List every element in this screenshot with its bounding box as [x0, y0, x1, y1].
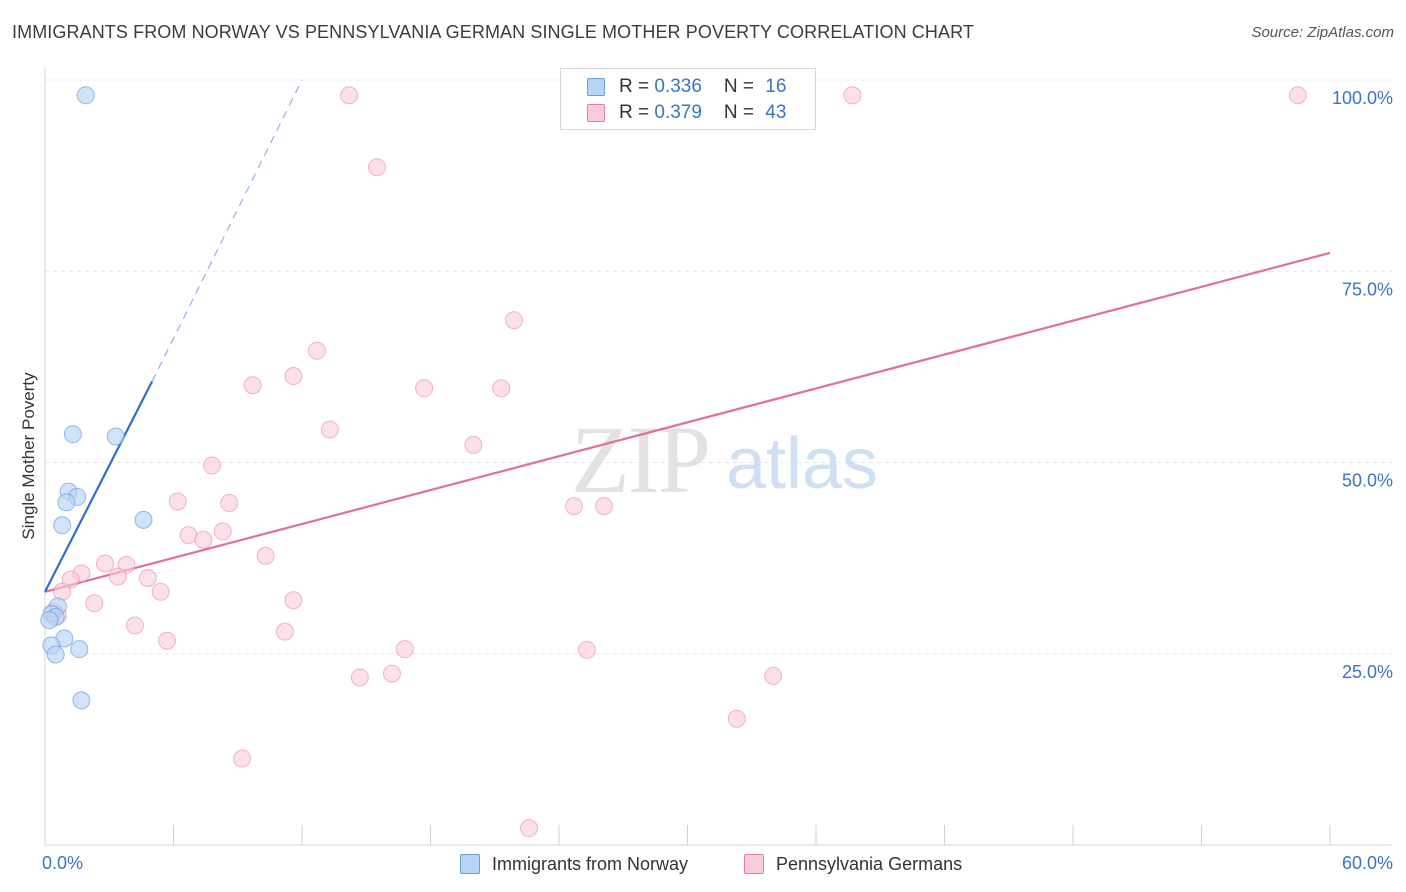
data-point-norway: [53, 516, 72, 535]
data-point-pennsylvania: [220, 494, 239, 513]
legend-r-value: 0.336: [654, 76, 702, 97]
trend-line-norway: [44, 380, 154, 593]
data-point-pennsylvania: [520, 819, 539, 838]
y-tick-label: 100.0%: [1332, 88, 1393, 108]
bottom-legend-label-pennsylvania: Pennsylvania Germans: [776, 854, 963, 874]
data-point-norway: [70, 640, 89, 659]
data-point-norway: [106, 427, 125, 446]
data-point-norway: [134, 510, 153, 529]
y-axis-label: Single Mother Poverty: [19, 372, 38, 540]
x-tick-label: 0.0%: [42, 853, 83, 873]
trend-line-pennsylvania: [44, 251, 1331, 593]
data-point-pennsylvania: [395, 640, 414, 659]
data-point-pennsylvania: [233, 749, 252, 768]
data-point-pennsylvania: [138, 569, 157, 588]
data-point-pennsylvania: [256, 546, 275, 565]
data-point-norway: [72, 691, 91, 710]
watermark-zip: ZIP: [571, 406, 709, 513]
watermark: ZIP atlas: [571, 406, 878, 513]
trend-line-norway-extension: [151, 79, 303, 382]
legend-n-label: N =: [723, 76, 760, 97]
data-point-pennsylvania: [340, 86, 359, 105]
data-point-pennsylvania: [505, 311, 524, 330]
legend-swatch-norway: [587, 78, 605, 96]
grid-lines: [45, 79, 1392, 655]
tick-labels: 100.0% 75.0% 50.0% 25.0% 0.0% 60.0%: [42, 88, 1393, 873]
legend-n-label: N =: [723, 102, 760, 123]
y-tick-label: 75.0%: [1342, 279, 1393, 299]
data-point-pennsylvania: [275, 622, 294, 641]
data-point-pennsylvania: [203, 456, 222, 475]
data-point-pennsylvania: [243, 376, 262, 395]
x-tick-label: 60.0%: [1342, 853, 1393, 873]
stats-legend: R = 0.336 N = 16 R = 0.379 N = 43: [560, 68, 816, 130]
data-point-pennsylvania: [194, 530, 213, 549]
data-point-norway: [76, 86, 95, 105]
data-point-pennsylvania: [284, 591, 303, 610]
data-point-norway: [63, 425, 82, 444]
data-point-norway: [40, 611, 59, 630]
watermark-atlas: atlas: [726, 424, 878, 504]
axes: [44, 68, 1392, 846]
data-point-pennsylvania: [61, 570, 80, 589]
data-point-pennsylvania: [158, 631, 177, 650]
data-point-pennsylvania: [95, 554, 114, 573]
data-point-pennsylvania: [179, 526, 198, 545]
data-point-pennsylvania: [1288, 86, 1307, 105]
data-point-pennsylvania: [564, 497, 583, 516]
y-tick-label: 50.0%: [1342, 471, 1393, 491]
data-point-pennsylvania: [464, 435, 483, 454]
data-point-pennsylvania: [764, 666, 783, 685]
data-point-pennsylvania: [125, 616, 144, 635]
legend-n-value: 43: [765, 102, 787, 123]
data-point-pennsylvania: [284, 367, 303, 386]
source-label: Source: ZipAtlas.com: [1251, 24, 1394, 41]
y-tick-label: 25.0%: [1342, 662, 1393, 682]
data-point-pennsylvania: [367, 158, 386, 177]
data-point-pennsylvania: [843, 86, 862, 105]
data-point-pennsylvania: [151, 582, 170, 601]
legend-r-label: R =: [619, 102, 655, 123]
legend-n-value: 16: [765, 76, 787, 97]
bottom-legend-swatch-norway: [460, 854, 480, 874]
legend-swatch-pennsylvania: [587, 104, 605, 122]
data-point-pennsylvania: [727, 709, 746, 728]
legend-r-value: 0.379: [654, 102, 702, 123]
data-point-pennsylvania: [415, 379, 434, 398]
data-point-pennsylvania: [320, 420, 339, 439]
data-point-pennsylvania: [168, 492, 187, 511]
data-point-pennsylvania: [85, 594, 104, 613]
legend-r-label: R =: [619, 76, 655, 97]
data-point-pennsylvania: [382, 664, 401, 683]
data-point-pennsylvania: [577, 640, 596, 659]
data-point-pennsylvania: [213, 522, 232, 541]
chart-title: IMMIGRANTS FROM NORWAY VS PENNSYLVANIA G…: [12, 22, 974, 42]
data-point-norway: [46, 645, 65, 664]
trend-lines: [44, 79, 1331, 593]
bottom-legend-label-norway: Immigrants from Norway: [492, 854, 689, 874]
data-point-pennsylvania: [350, 668, 369, 687]
data-point-pennsylvania: [307, 341, 326, 360]
data-point-pennsylvania: [108, 567, 127, 586]
data-point-norway: [57, 493, 76, 512]
bottom-legend-swatch-pennsylvania: [744, 854, 764, 874]
data-point-pennsylvania: [492, 379, 511, 398]
data-point-pennsylvania: [594, 497, 613, 516]
series-immigrants-from-norway: [40, 86, 153, 710]
